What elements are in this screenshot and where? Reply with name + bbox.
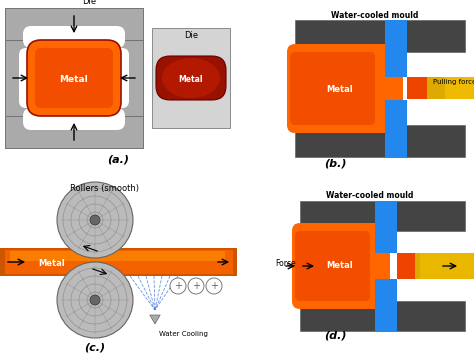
Bar (5, 8, 143, 40)
Bar (445, 77, 474, 99)
Text: Water-cooled mould: Water-cooled mould (331, 10, 419, 20)
Text: (c.): (c.) (84, 343, 106, 353)
Text: Metal: Metal (179, 75, 203, 84)
Bar (152, 28, 230, 128)
Bar (245, 5, 465, 173)
Text: +: + (174, 281, 182, 291)
Bar (407, 77, 474, 99)
Text: Force: Force (275, 258, 296, 267)
Text: (a.): (a.) (107, 155, 129, 165)
Text: Water-cooled mould: Water-cooled mould (326, 190, 414, 199)
Bar (295, 125, 465, 157)
FancyBboxPatch shape (107, 48, 129, 108)
Bar (397, 253, 474, 279)
Bar (420, 253, 474, 279)
FancyBboxPatch shape (35, 48, 113, 108)
Text: Pulling force: Pulling force (433, 79, 474, 85)
Bar (375, 301, 397, 331)
Text: Metal: Metal (327, 262, 354, 271)
Bar (300, 201, 465, 231)
FancyBboxPatch shape (19, 48, 41, 108)
FancyBboxPatch shape (27, 40, 121, 116)
Bar (10, 251, 225, 261)
Text: Die: Die (184, 31, 198, 41)
Bar (375, 231, 397, 253)
Text: Water Cooling: Water Cooling (159, 331, 208, 337)
Ellipse shape (162, 58, 220, 98)
FancyBboxPatch shape (290, 52, 375, 125)
Text: +: + (192, 281, 200, 291)
Text: (b.): (b.) (324, 158, 346, 168)
Circle shape (206, 278, 222, 294)
FancyBboxPatch shape (295, 231, 370, 301)
Bar (385, 52, 407, 77)
Circle shape (57, 182, 133, 258)
Text: Metal: Metal (38, 258, 65, 267)
Text: Rollers (smooth): Rollers (smooth) (71, 183, 139, 193)
FancyBboxPatch shape (292, 223, 390, 309)
Bar (375, 279, 397, 301)
Circle shape (188, 278, 204, 294)
Bar (407, 77, 427, 99)
Bar (0, 248, 237, 276)
Circle shape (170, 278, 186, 294)
Bar (5, 116, 143, 148)
Bar (385, 100, 407, 125)
Text: (d.): (d.) (324, 330, 346, 340)
Bar (295, 20, 465, 52)
Text: Die: Die (82, 0, 96, 6)
Bar (385, 20, 407, 52)
Bar (5, 250, 233, 274)
FancyBboxPatch shape (23, 108, 125, 130)
Text: Metal: Metal (60, 75, 88, 84)
Bar (245, 183, 465, 348)
Bar (397, 253, 415, 279)
Circle shape (57, 262, 133, 338)
Text: Metal: Metal (327, 85, 354, 94)
FancyBboxPatch shape (156, 56, 226, 100)
Bar (5, 40, 33, 116)
Bar (115, 40, 143, 116)
Bar (375, 201, 397, 231)
Circle shape (90, 215, 100, 225)
Bar (5, 8, 143, 148)
Circle shape (90, 295, 100, 305)
FancyBboxPatch shape (23, 26, 125, 48)
Bar (300, 301, 465, 331)
Bar (385, 125, 407, 157)
FancyBboxPatch shape (287, 44, 403, 133)
Text: +: + (210, 281, 218, 291)
